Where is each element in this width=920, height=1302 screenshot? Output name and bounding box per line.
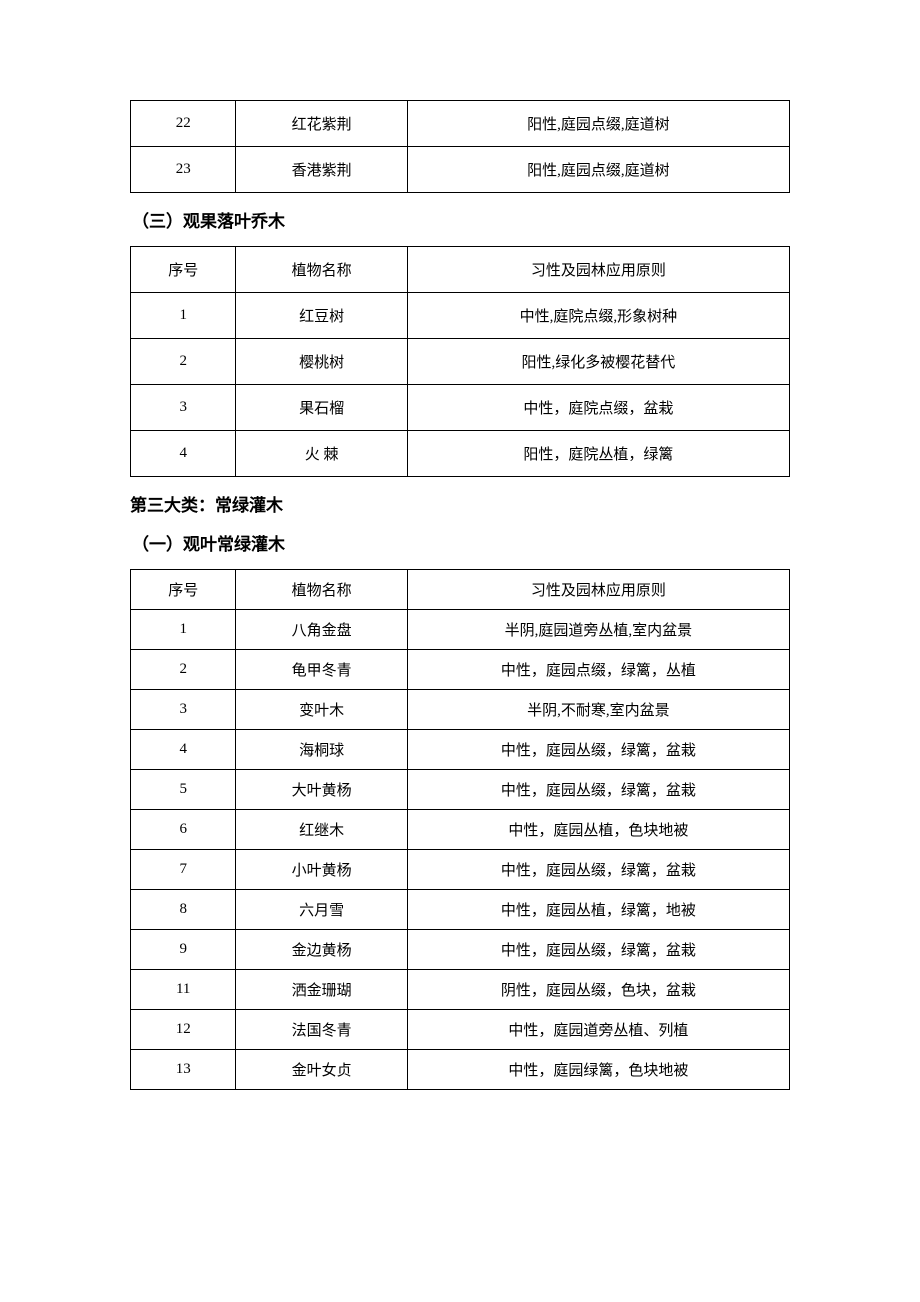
cell-seq: 2 xyxy=(131,339,236,385)
cell-seq: 12 xyxy=(131,1010,236,1050)
cell-name: 红豆树 xyxy=(236,293,407,339)
cell-name: 红花紫荆 xyxy=(236,101,407,147)
cell-desc: 阳性，庭院丛植，绿篱 xyxy=(407,431,789,477)
cell-seq: 1 xyxy=(131,293,236,339)
cell-name: 变叶木 xyxy=(236,690,407,730)
table-row: 12 法国冬青 中性，庭园道旁丛植、列植 xyxy=(131,1010,790,1050)
table-row: 11 洒金珊瑚 阴性，庭园丛缀，色块，盆栽 xyxy=(131,970,790,1010)
cell-seq: 22 xyxy=(131,101,236,147)
cell-seq: 2 xyxy=(131,650,236,690)
section-heading-evergreen-shrub-main: 第三大类：常绿灌木 xyxy=(130,491,790,516)
cell-name: 龟甲冬青 xyxy=(236,650,407,690)
cell-seq: 11 xyxy=(131,970,236,1010)
cell-seq: 9 xyxy=(131,930,236,970)
cell-desc: 半阴,不耐寒,室内盆景 xyxy=(407,690,789,730)
cell-name: 海桐球 xyxy=(236,730,407,770)
cell-desc: 阳性,庭园点缀,庭道树 xyxy=(407,101,789,147)
cell-seq: 4 xyxy=(131,730,236,770)
cell-name: 火 棘 xyxy=(236,431,407,477)
cell-desc: 中性，庭园丛缀，绿篱，盆栽 xyxy=(407,770,789,810)
table-continuation: 22 红花紫荆 阳性,庭园点缀,庭道树 23 香港紫荆 阳性,庭园点缀,庭道树 xyxy=(130,100,790,193)
cell-desc: 中性，庭院点缀，盆栽 xyxy=(407,385,789,431)
cell-desc: 中性，庭园丛植，绿篱，地被 xyxy=(407,890,789,930)
cell-seq: 1 xyxy=(131,610,236,650)
cell-name: 八角金盘 xyxy=(236,610,407,650)
cell-desc: 中性,庭院点缀,形象树种 xyxy=(407,293,789,339)
header-name: 植物名称 xyxy=(236,570,407,610)
cell-name: 法国冬青 xyxy=(236,1010,407,1050)
table-row: 4 海桐球 中性，庭园丛缀，绿篱，盆栽 xyxy=(131,730,790,770)
section-heading-leaf-evergreen-shrub: （一）观叶常绿灌木 xyxy=(132,530,790,555)
cell-seq: 3 xyxy=(131,385,236,431)
cell-desc: 阳性,绿化多被樱花替代 xyxy=(407,339,789,385)
table-row: 6 红继木 中性，庭园丛植，色块地被 xyxy=(131,810,790,850)
cell-desc: 中性，庭园绿篱，色块地被 xyxy=(407,1050,789,1090)
table-row: 22 红花紫荆 阳性,庭园点缀,庭道树 xyxy=(131,101,790,147)
header-name: 植物名称 xyxy=(236,247,407,293)
cell-seq: 7 xyxy=(131,850,236,890)
cell-seq: 4 xyxy=(131,431,236,477)
cell-seq: 5 xyxy=(131,770,236,810)
cell-desc: 中性，庭园道旁丛植、列植 xyxy=(407,1010,789,1050)
header-desc: 习性及园林应用原则 xyxy=(407,247,789,293)
table-leaf-evergreen-shrub: 序号 植物名称 习性及园林应用原则 1 八角金盘 半阴,庭园道旁丛植,室内盆景 … xyxy=(130,569,790,1090)
table-row: 4 火 棘 阳性，庭院丛植，绿篱 xyxy=(131,431,790,477)
table-row: 2 樱桃树 阳性,绿化多被樱花替代 xyxy=(131,339,790,385)
table-row: 1 红豆树 中性,庭院点缀,形象树种 xyxy=(131,293,790,339)
cell-seq: 23 xyxy=(131,147,236,193)
table-row: 8 六月雪 中性，庭园丛植，绿篱，地被 xyxy=(131,890,790,930)
header-seq: 序号 xyxy=(131,570,236,610)
table-fruit-deciduous: 序号 植物名称 习性及园林应用原则 1 红豆树 中性,庭院点缀,形象树种 2 樱… xyxy=(130,246,790,477)
cell-seq: 8 xyxy=(131,890,236,930)
table-header-row: 序号 植物名称 习性及园林应用原则 xyxy=(131,570,790,610)
cell-desc: 阴性，庭园丛缀，色块，盆栽 xyxy=(407,970,789,1010)
cell-name: 六月雪 xyxy=(236,890,407,930)
cell-seq: 6 xyxy=(131,810,236,850)
table-row: 5 大叶黄杨 中性，庭园丛缀，绿篱，盆栽 xyxy=(131,770,790,810)
table-row: 7 小叶黄杨 中性，庭园丛缀，绿篱，盆栽 xyxy=(131,850,790,890)
header-seq: 序号 xyxy=(131,247,236,293)
table-header-row: 序号 植物名称 习性及园林应用原则 xyxy=(131,247,790,293)
cell-name: 果石榴 xyxy=(236,385,407,431)
cell-desc: 半阴,庭园道旁丛植,室内盆景 xyxy=(407,610,789,650)
cell-name: 小叶黄杨 xyxy=(236,850,407,890)
cell-seq: 3 xyxy=(131,690,236,730)
cell-name: 大叶黄杨 xyxy=(236,770,407,810)
cell-name: 金叶女贞 xyxy=(236,1050,407,1090)
cell-seq: 13 xyxy=(131,1050,236,1090)
cell-name: 金边黄杨 xyxy=(236,930,407,970)
cell-name: 香港紫荆 xyxy=(236,147,407,193)
cell-desc: 中性，庭园点缀，绿篱，丛植 xyxy=(407,650,789,690)
section-heading-fruit-deciduous: （三）观果落叶乔木 xyxy=(132,207,790,232)
cell-desc: 阳性,庭园点缀,庭道树 xyxy=(407,147,789,193)
table-row: 3 果石榴 中性，庭院点缀，盆栽 xyxy=(131,385,790,431)
table-row: 2 龟甲冬青 中性，庭园点缀，绿篱，丛植 xyxy=(131,650,790,690)
table-row: 9 金边黄杨 中性，庭园丛缀，绿篱，盆栽 xyxy=(131,930,790,970)
table-row: 23 香港紫荆 阳性,庭园点缀,庭道树 xyxy=(131,147,790,193)
cell-name: 红继木 xyxy=(236,810,407,850)
table-row: 1 八角金盘 半阴,庭园道旁丛植,室内盆景 xyxy=(131,610,790,650)
cell-name: 樱桃树 xyxy=(236,339,407,385)
cell-desc: 中性，庭园丛缀，绿篱，盆栽 xyxy=(407,730,789,770)
cell-desc: 中性，庭园丛植，色块地被 xyxy=(407,810,789,850)
header-desc: 习性及园林应用原则 xyxy=(407,570,789,610)
table-row: 13 金叶女贞 中性，庭园绿篱，色块地被 xyxy=(131,1050,790,1090)
table-row: 3 变叶木 半阴,不耐寒,室内盆景 xyxy=(131,690,790,730)
cell-name: 洒金珊瑚 xyxy=(236,970,407,1010)
cell-desc: 中性，庭园丛缀，绿篱，盆栽 xyxy=(407,850,789,890)
cell-desc: 中性，庭园丛缀，绿篱，盆栽 xyxy=(407,930,789,970)
